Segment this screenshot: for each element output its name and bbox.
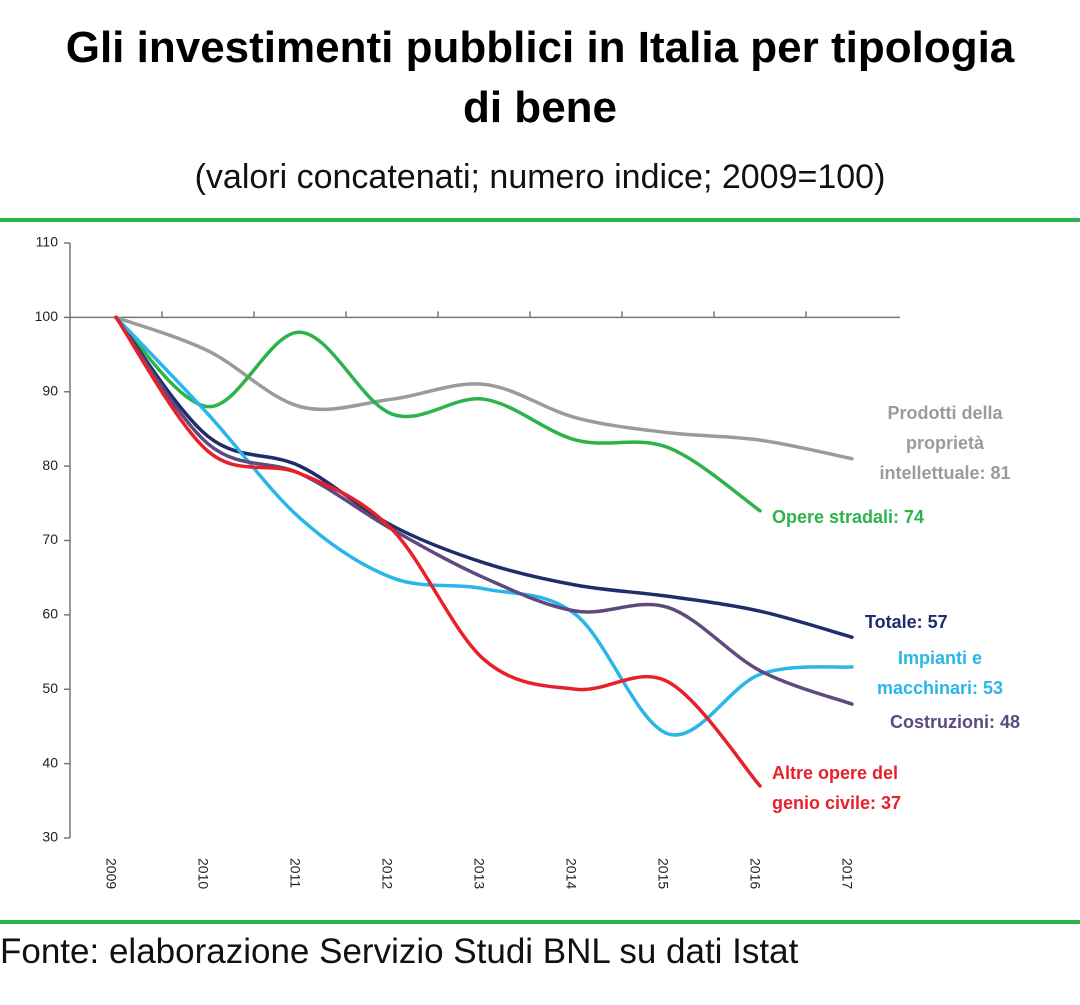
series-line xyxy=(114,315,854,639)
y-tick-label: 100 xyxy=(35,308,59,324)
x-tick-label: 2014 xyxy=(563,858,579,889)
source-note: Fonte: elaborazione Servizio Studi BNL s… xyxy=(0,932,799,971)
series-label: Opere stradali: 74 xyxy=(772,507,925,527)
series-label: Totale: 57 xyxy=(865,612,948,632)
y-tick-label: 110 xyxy=(36,234,59,250)
y-tick-label: 50 xyxy=(42,680,58,696)
chart-subtitle: (valori concatenati; numero indice; 2009… xyxy=(194,158,886,196)
series-line xyxy=(114,315,762,513)
chart-title: Gli investimenti pubblici in Italia per … xyxy=(0,18,1080,138)
series-line xyxy=(114,315,854,461)
x-tick-label: 2016 xyxy=(747,858,763,889)
series-label: Altre opere del genio civile: 37 xyxy=(772,763,902,813)
title-text: Gli investimenti pubblici in Italia per … xyxy=(65,23,1015,132)
series-label: Impianti e macchinari: 53 xyxy=(876,648,1004,698)
series-line xyxy=(114,315,854,706)
y-tick-label: 60 xyxy=(42,606,58,622)
y-tick-label: 80 xyxy=(42,457,58,473)
x-tick-label: 2012 xyxy=(379,858,395,889)
y-tick-label: 90 xyxy=(42,382,58,398)
x-tick-label: 2013 xyxy=(471,858,487,889)
x-tick-label: 2010 xyxy=(195,858,211,889)
y-tick-label: 40 xyxy=(42,754,58,770)
x-tick-label: 2009 xyxy=(103,858,119,889)
series-line xyxy=(114,315,762,788)
series-label: Prodotti della proprietà intellettuale: … xyxy=(879,403,1011,483)
y-tick-label: 70 xyxy=(42,531,58,547)
y-tick-label: 30 xyxy=(42,829,58,845)
x-tick-label: 2011 xyxy=(287,858,303,888)
x-tick-label: 2015 xyxy=(655,858,671,889)
series-label: Costruzioni: 48 xyxy=(889,712,1020,732)
series-line xyxy=(114,315,854,737)
x-tick-label: 2017 xyxy=(839,858,855,889)
